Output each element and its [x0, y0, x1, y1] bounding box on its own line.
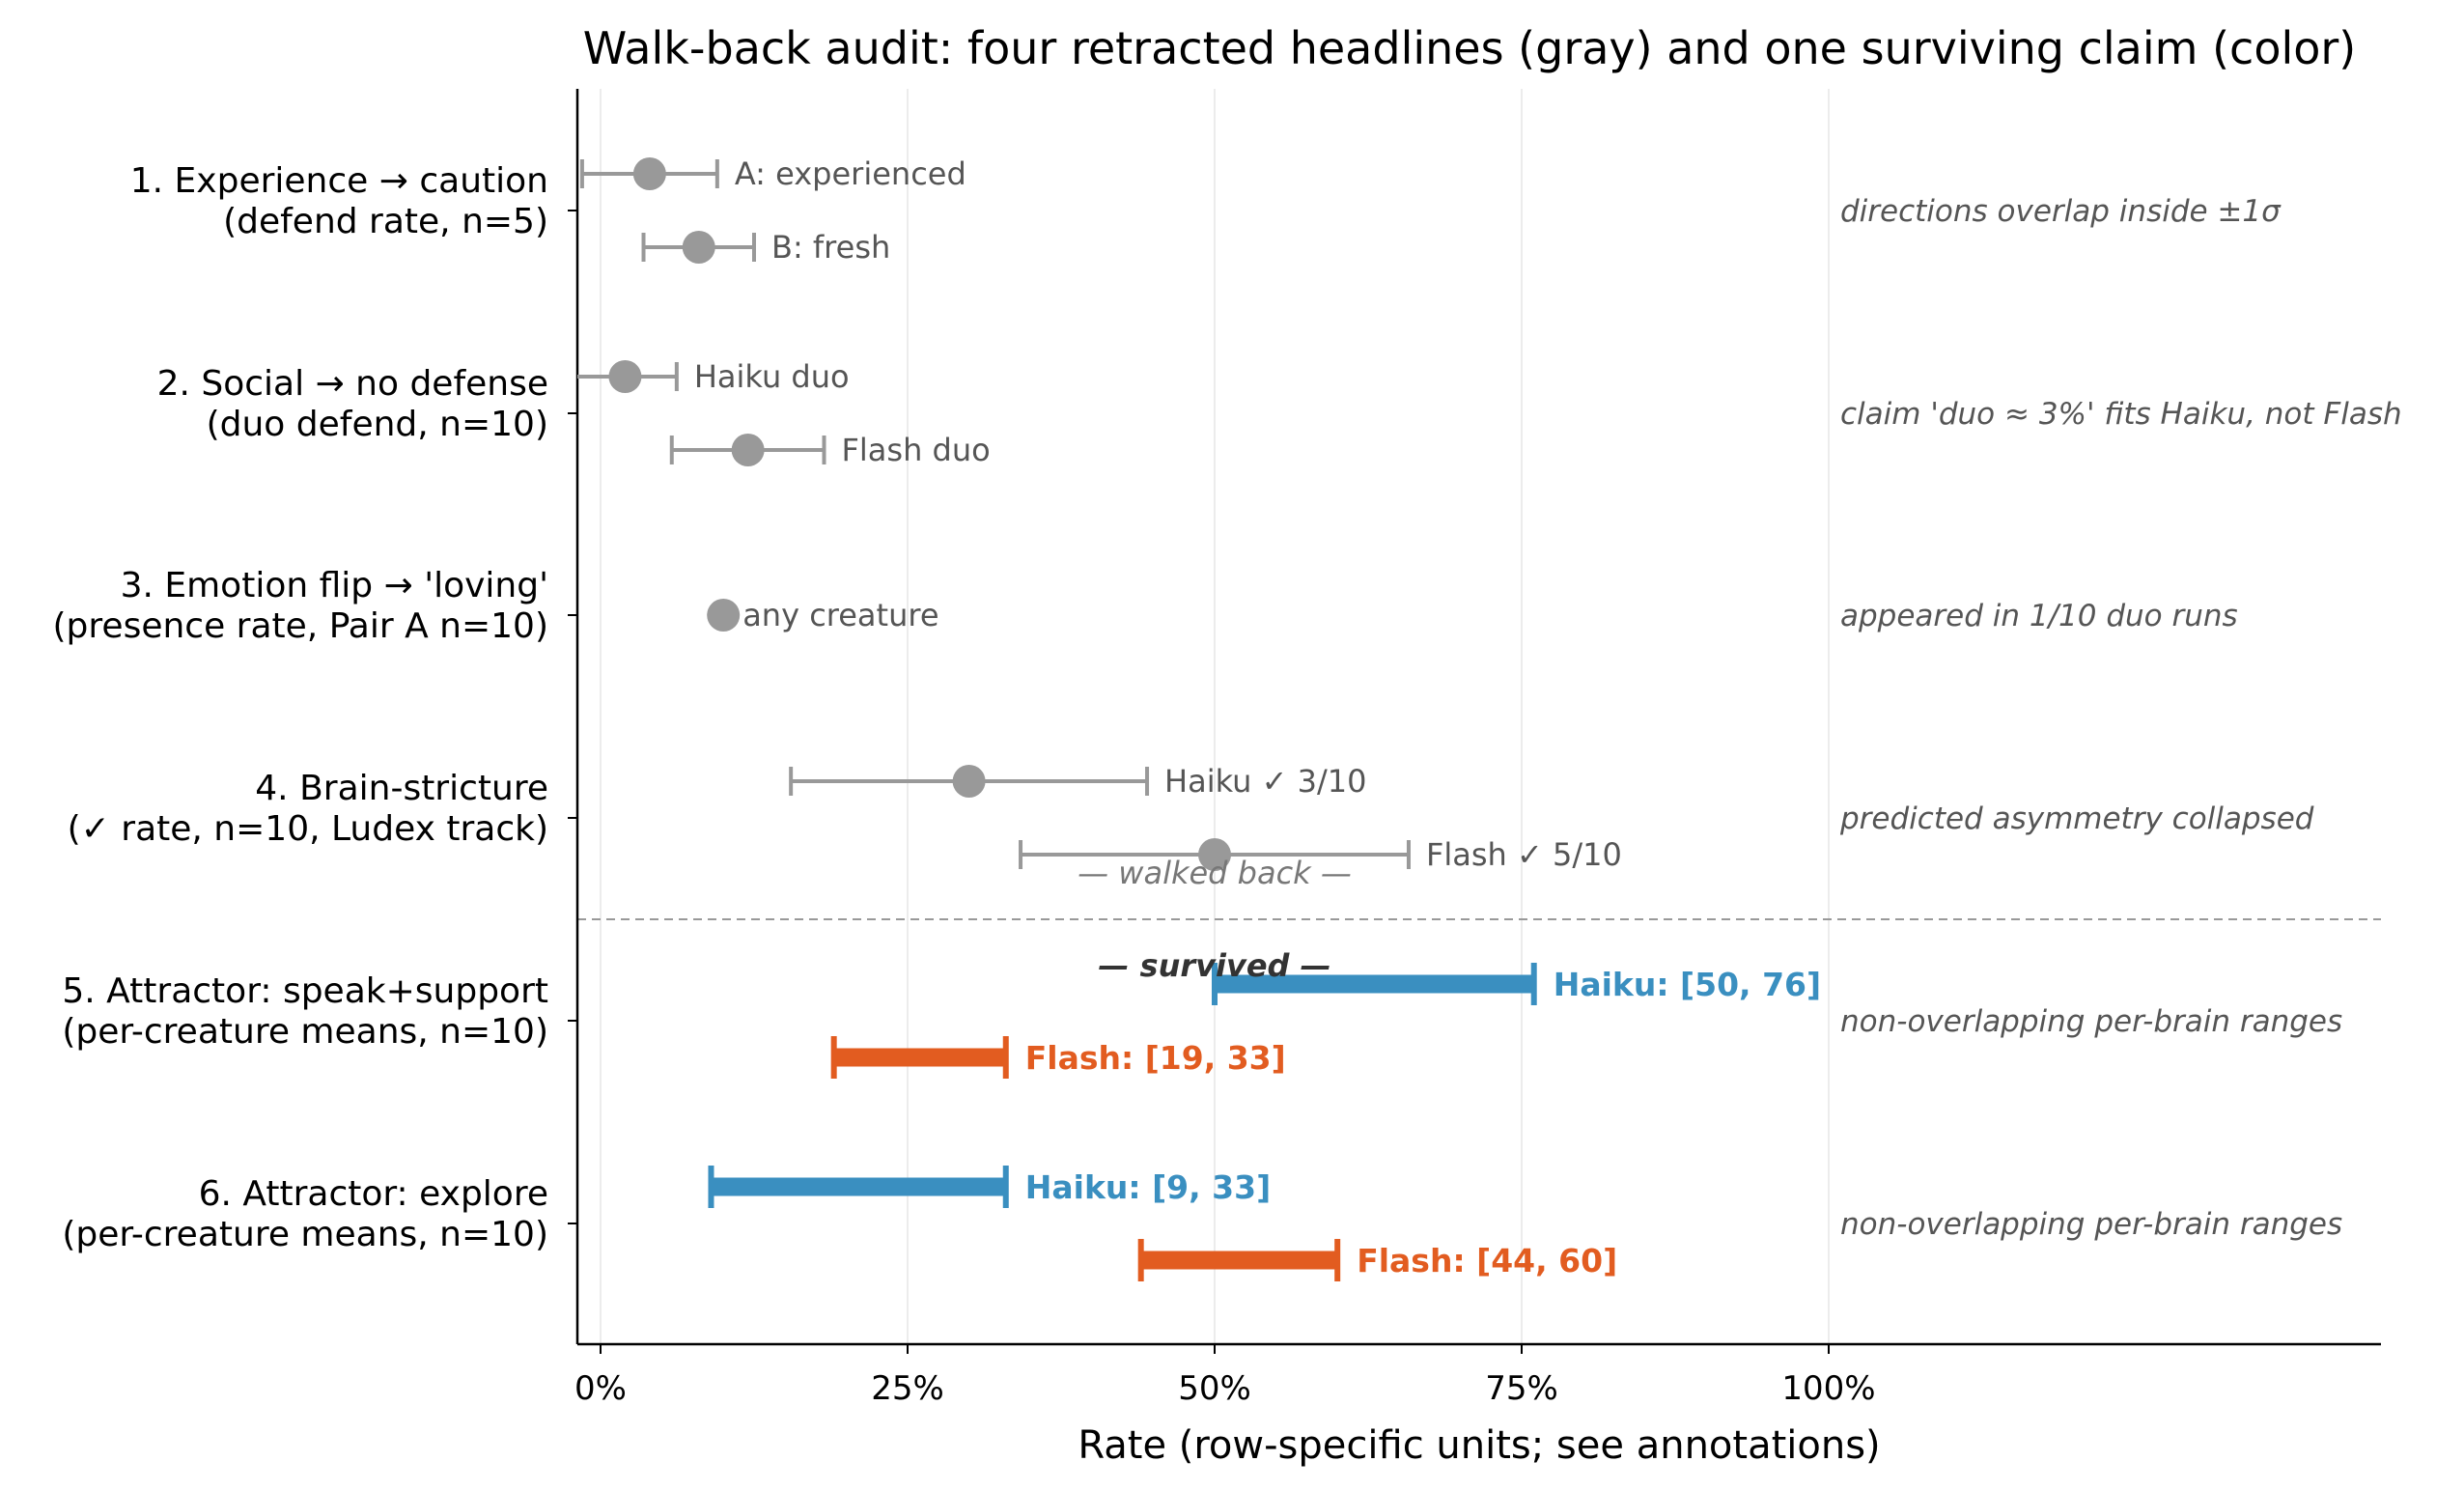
- grid: [600, 89, 1830, 1344]
- row-label-line1: 5. Attractor: speak+support: [62, 971, 548, 1011]
- estimate-point-group: B: fresh: [641, 229, 890, 266]
- estimate-point-group: any creature: [707, 597, 939, 633]
- row-label-line2: (defend rate, n=5): [223, 202, 548, 241]
- row-label-line2: (presence rate, Pair A n=10): [53, 606, 548, 646]
- estimate-point: [952, 765, 986, 798]
- point-label: B: fresh: [771, 229, 890, 266]
- estimate-point-group: Flash duo: [669, 432, 991, 468]
- estimate-point-group: Haiku ✓ 3/10: [789, 763, 1366, 800]
- chart-title: Walk-back audit: four retracted headline…: [583, 22, 2357, 74]
- estimate-point: [731, 434, 765, 466]
- range-label: Haiku: [50, 76]: [1554, 966, 1821, 1003]
- section-labels: — walked back — — survived —: [1078, 855, 1352, 984]
- estimate-point-group: A: experienced: [579, 155, 966, 192]
- x-axis-label: Rate (row-specific units; see annotation…: [1078, 1423, 1880, 1468]
- section-label-walked-back: — walked back —: [1078, 855, 1352, 891]
- row-note: non-overlapping per-brain ranges: [1840, 1207, 2342, 1242]
- row-note: directions overlap inside ±1σ: [1840, 194, 2282, 229]
- row-label-line1: 6. Attractor: explore: [199, 1174, 548, 1214]
- row-note: claim 'duo ≈ 3%' fits Haiku, not Flash: [1840, 397, 2402, 432]
- estimate-point-group: Flash ✓ 5/10: [1019, 836, 1622, 873]
- point-label: Flash duo: [842, 432, 991, 468]
- row-label-line1: 4. Brain-stricture: [255, 769, 548, 808]
- point-label: Haiku duo: [694, 358, 850, 395]
- x-tick-label: 0%: [574, 1369, 627, 1408]
- range-bar-group: Flash: [44, 60]: [1137, 1239, 1617, 1281]
- row-label-line2: (✓ rate, n=10, Ludex track): [68, 809, 548, 849]
- range-label: Flash: [19, 33]: [1025, 1039, 1286, 1077]
- point-label: A: experienced: [735, 155, 966, 192]
- estimate-point: [707, 599, 741, 632]
- estimate-point: [608, 360, 642, 393]
- row-note: appeared in 1/10 duo runs: [1840, 599, 2238, 633]
- row-label-line1: 3. Emotion flip → 'loving': [121, 566, 548, 605]
- estimate-point: [682, 231, 715, 264]
- row-label-line2: (duo defend, n=10): [207, 405, 548, 444]
- section-label-survived: — survived —: [1098, 947, 1330, 984]
- x-ticks: 0% 25% 50% 75% 100%: [574, 1344, 1876, 1408]
- point-label: Flash ✓ 5/10: [1426, 836, 1622, 873]
- estimate-point: [632, 157, 666, 190]
- marks: A: experienced B: fresh Haiku duo Flash duo…: [577, 155, 1821, 1281]
- range-bar-group: Haiku: [50, 76]: [1212, 963, 1821, 1005]
- x-tick-label: 50%: [1178, 1369, 1251, 1408]
- row-note: predicted asymmetry collapsed: [1839, 801, 2314, 836]
- row-label-line2: (per-creature means, n=10): [62, 1215, 548, 1254]
- notes: directions overlap inside ±1σ claim 'duo …: [1839, 194, 2402, 1242]
- range-label: Flash: [44, 60]: [1357, 1242, 1617, 1279]
- estimate-point-group: Haiku duo: [577, 358, 850, 395]
- row-labels: 1. Experience → caution(defend rate, n=5…: [53, 161, 548, 1254]
- estimate-point: [1198, 838, 1231, 871]
- x-tick-label: 75%: [1485, 1369, 1558, 1408]
- row-label-line1: 1. Experience → caution: [130, 161, 548, 201]
- point-label: any creature: [742, 597, 938, 633]
- row-label-line1: 2. Social → no defense: [157, 364, 548, 404]
- axes: [568, 89, 2381, 1346]
- x-tick-label: 25%: [871, 1369, 944, 1408]
- row-label-line2: (per-creature means, n=10): [62, 1012, 548, 1052]
- x-tick-label: 100%: [1781, 1369, 1875, 1408]
- row-note: non-overlapping per-brain ranges: [1840, 1004, 2342, 1039]
- range-label: Haiku: [9, 33]: [1025, 1168, 1271, 1206]
- range-bar-group: Flash: [19, 33]: [830, 1036, 1286, 1079]
- range-bar-group: Haiku: [9, 33]: [708, 1166, 1271, 1208]
- point-label: Haiku ✓ 3/10: [1164, 763, 1366, 800]
